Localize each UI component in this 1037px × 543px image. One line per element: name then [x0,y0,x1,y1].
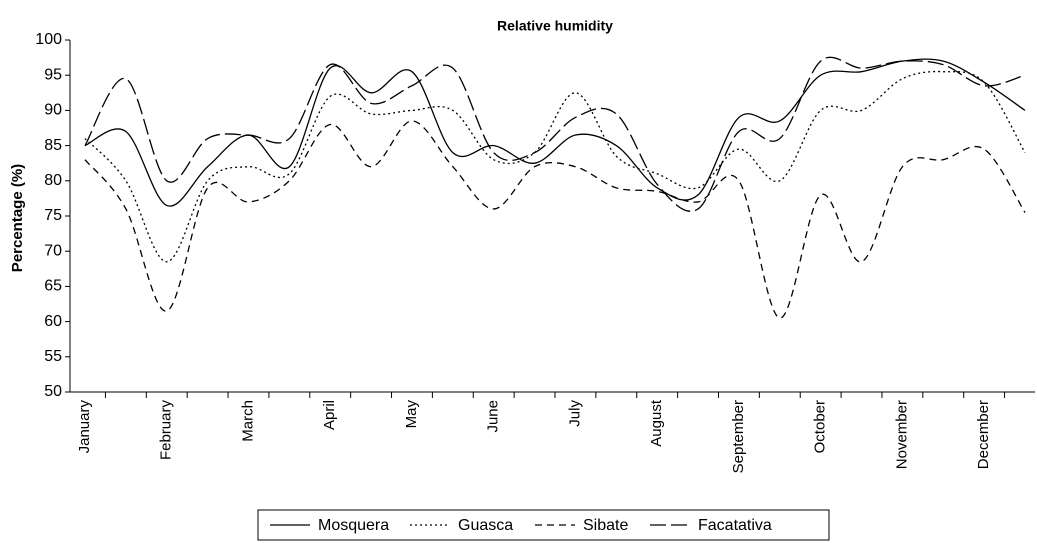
y-tick-label: 75 [44,207,62,224]
x-tick-label: October [812,400,829,453]
chart-title: Relative humidity [497,18,613,34]
y-tick-label: 95 [44,66,62,83]
legend-label: Guasca [458,517,513,534]
legend-box [257,509,830,541]
x-tick-label: November [893,400,910,469]
y-tick-label: 65 [44,278,62,295]
y-tick-label: 60 [44,313,62,330]
legend-label: Sibate [583,517,628,534]
x-tick-label: February [158,400,175,461]
x-tick-label: July [566,400,583,427]
series-line [84,70,1026,263]
x-tick-label: September [730,400,747,473]
series-line [84,58,1026,207]
y-tick-label: 70 [44,242,62,259]
series-line [84,120,1026,319]
y-axis-label: Percentage (%) [9,164,26,272]
x-tick-label: December [975,400,992,469]
y-tick-label: 50 [44,383,62,400]
x-tick-label: March [239,400,256,442]
x-tick-label: June [485,400,502,433]
legend-label: Facatativa [698,517,772,534]
y-tick-label: 100 [35,31,62,48]
y-tick-label: 90 [44,102,62,119]
x-tick-label: May [403,400,420,429]
series-line [84,56,1026,212]
y-tick-label: 80 [44,172,62,189]
x-tick-label: April [321,400,338,430]
y-tick-label: 85 [44,137,62,154]
y-tick-label: 55 [44,348,62,365]
legend-label: Mosquera [318,517,389,534]
x-tick-label: January [76,400,93,454]
x-tick-label: August [648,399,665,447]
